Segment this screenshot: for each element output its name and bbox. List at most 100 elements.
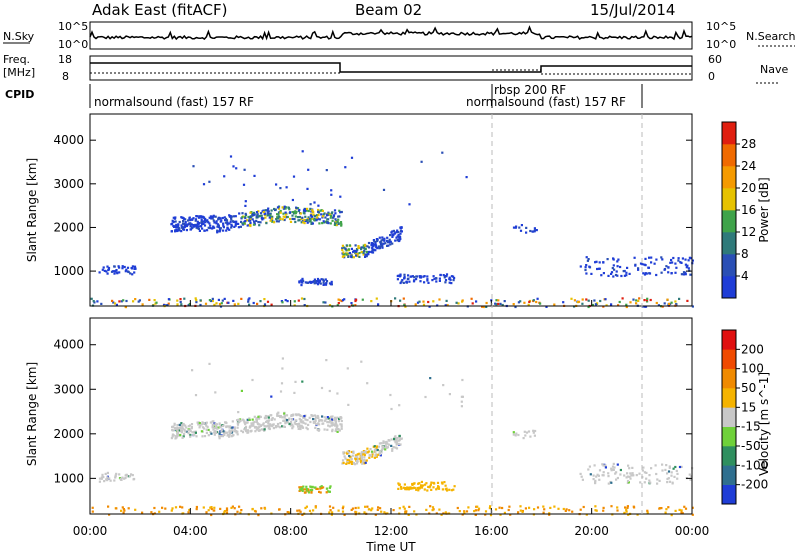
echo-cell xyxy=(179,298,182,301)
echo-cell xyxy=(441,151,444,154)
echo-cell xyxy=(217,224,220,227)
echo-cell xyxy=(275,220,278,223)
echo-cell xyxy=(610,505,613,508)
echo-cell xyxy=(343,255,346,258)
echo-cell xyxy=(591,303,594,307)
echo-cell xyxy=(386,512,389,515)
echo-cell xyxy=(309,485,312,488)
echo-cell xyxy=(435,512,438,515)
echo-cell xyxy=(188,217,191,220)
echo-cell xyxy=(192,165,195,168)
echo-cell xyxy=(383,511,386,514)
echo-cell xyxy=(610,469,613,472)
echo-cell xyxy=(299,510,302,513)
echo-cell xyxy=(424,395,427,399)
echo-cell xyxy=(534,429,537,433)
echo-cell xyxy=(304,210,307,213)
echo-cell xyxy=(655,258,658,261)
echo-cell xyxy=(195,508,198,511)
echo-cell xyxy=(301,489,304,492)
echo-cell xyxy=(294,215,297,218)
echo-cell xyxy=(216,427,219,430)
echo-cell xyxy=(202,183,206,186)
echo-cell xyxy=(190,427,193,430)
echo-cell xyxy=(314,419,317,422)
echo-cell xyxy=(330,513,333,516)
echo-cell xyxy=(221,435,224,438)
echo-cell xyxy=(275,183,278,186)
echo-cell xyxy=(366,447,369,450)
echo-cell xyxy=(301,277,304,280)
echo-cell xyxy=(173,217,177,220)
echo-cell xyxy=(283,218,286,222)
echo-cell xyxy=(137,300,140,303)
nsky-tick-top: 10^5 xyxy=(58,20,88,33)
echo-cell xyxy=(515,432,518,435)
echo-cell xyxy=(596,473,599,476)
echo-cell xyxy=(208,362,211,365)
echo-cell xyxy=(227,301,230,304)
echo-cell xyxy=(286,300,289,303)
echo-cell xyxy=(257,427,260,430)
echo-cell xyxy=(314,506,317,509)
echo-cell xyxy=(616,476,619,480)
colorbar-tick-label: 15 xyxy=(741,400,756,414)
echo-cell xyxy=(141,511,144,514)
echo-cell xyxy=(175,223,178,226)
echo-cell xyxy=(650,467,653,470)
echo-cell xyxy=(241,212,244,215)
echo-cell xyxy=(629,472,632,475)
echo-cell xyxy=(327,424,330,427)
echo-cell xyxy=(249,211,252,214)
echo-cell xyxy=(289,220,293,223)
echo-cell xyxy=(595,509,598,512)
echo-cell xyxy=(533,227,536,230)
echo-cell xyxy=(360,456,363,459)
echo-cell xyxy=(587,468,590,471)
echo-cell xyxy=(416,487,419,490)
echo-cell xyxy=(329,485,332,488)
echo-cell xyxy=(331,430,334,433)
echo-cell xyxy=(383,239,386,242)
echo-cell xyxy=(258,425,261,428)
echo-cell xyxy=(158,510,161,513)
echo-cell xyxy=(172,425,175,428)
echo-cell xyxy=(184,221,187,224)
echo-cell xyxy=(311,215,314,218)
echo-cell xyxy=(307,216,310,219)
echo-cell xyxy=(495,303,498,306)
echo-cell xyxy=(634,264,637,267)
echo-cell xyxy=(629,301,632,304)
echo-cell xyxy=(354,253,358,256)
echo-cell xyxy=(461,299,464,302)
echo-cell xyxy=(512,431,515,434)
echo-cell xyxy=(334,212,337,215)
echo-cell xyxy=(257,210,260,213)
echo-cell xyxy=(582,505,585,509)
echo-cell xyxy=(381,446,384,450)
echo-cell xyxy=(244,427,247,430)
echo-cell xyxy=(646,300,649,303)
echo-cell xyxy=(535,229,538,232)
echo-cell xyxy=(328,419,332,422)
echo-cell xyxy=(295,207,298,210)
echo-cell xyxy=(648,272,652,275)
echo-cell xyxy=(460,395,463,398)
echo-cell xyxy=(533,230,536,233)
echo-cell xyxy=(317,428,320,431)
echo-cell xyxy=(260,214,263,217)
echo-cell xyxy=(360,452,363,455)
echo-cell xyxy=(358,255,361,258)
echo-cell xyxy=(174,216,177,219)
echo-cell xyxy=(680,511,683,514)
echo-cell xyxy=(371,455,374,458)
echo-cell xyxy=(629,477,632,480)
echo-cell xyxy=(590,272,593,275)
echo-cell xyxy=(389,234,392,237)
echo-cell xyxy=(197,223,200,226)
echo-cell xyxy=(374,450,377,453)
echo-cell xyxy=(115,269,118,272)
echo-cell xyxy=(379,240,382,244)
echo-cell xyxy=(625,274,628,277)
echo-cell xyxy=(290,414,293,417)
